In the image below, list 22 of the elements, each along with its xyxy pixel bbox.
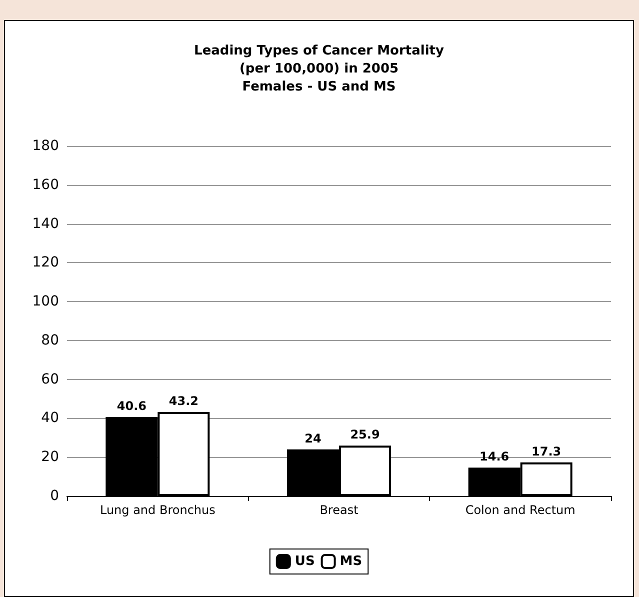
y-tick-label: 140 bbox=[32, 216, 59, 232]
y-tick-label: 120 bbox=[32, 254, 59, 271]
data-label: 24 bbox=[304, 431, 322, 446]
data-label: 25.9 bbox=[350, 428, 380, 442]
x-tick-label: Lung and Bronchus bbox=[100, 503, 216, 517]
y-tick-label: 20 bbox=[41, 449, 59, 466]
data-label: 43.2 bbox=[168, 394, 198, 408]
y-tick-label: 40 bbox=[41, 410, 59, 426]
legend-label: US bbox=[294, 554, 315, 569]
y-tick-label: 100 bbox=[32, 294, 59, 310]
y-tick-label: 60 bbox=[41, 371, 59, 388]
data-label: 14.6 bbox=[480, 450, 510, 464]
data-label: 40.6 bbox=[116, 399, 146, 414]
x-tick-label: Colon and Rectum bbox=[465, 503, 576, 517]
chart-title: Leading Types of Cancer Mortality (per 100,000) in 2005 Females - US and MS bbox=[194, 44, 444, 94]
data-label: 17.3 bbox=[532, 444, 562, 458]
y-tick-label: 180 bbox=[32, 138, 59, 154]
y-tick-label: 160 bbox=[32, 176, 59, 193]
y-tick-label: 0 bbox=[50, 488, 59, 504]
y-tick-label: 80 bbox=[41, 332, 59, 348]
x-tick-label: Breast bbox=[320, 503, 359, 517]
legend-label: MS bbox=[340, 554, 362, 569]
